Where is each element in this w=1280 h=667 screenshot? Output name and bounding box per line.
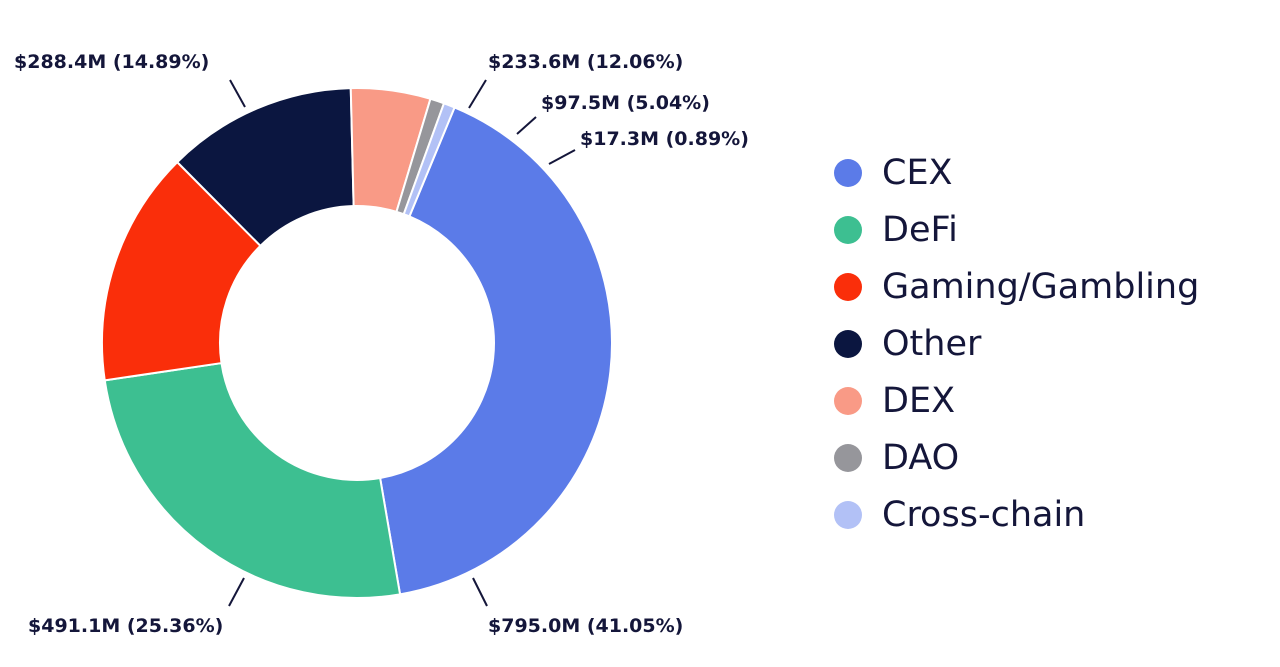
legend-label-cex: CEX <box>882 152 953 193</box>
legend-swatch-cross-chain <box>834 500 862 529</box>
data-label-dao: $17.3M (0.89%) <box>580 128 749 150</box>
legend-label-gaming-gambling: Gaming/Gambling <box>882 266 1200 307</box>
legend-item-dex: DEX <box>834 372 1199 429</box>
legend-swatch-dex <box>834 386 862 415</box>
leader-line-other <box>468 79 487 109</box>
legend-swatch-gaming-gambling <box>834 272 862 301</box>
legend-item-dao: DAO <box>834 429 1199 486</box>
chart-legend: CEX DeFi Gaming/Gambling Other DEX DAO Cross-c… <box>834 144 1199 543</box>
legend-item-cex: CEX <box>834 144 1199 201</box>
slice-cex <box>378 106 613 596</box>
leader-line-defi <box>228 577 245 607</box>
slice-labels: $795.0M (41.05%) $491.1M (25.36%) $288.4M … <box>14 51 749 637</box>
data-label-other: $233.6M (12.06%) <box>488 51 683 73</box>
legend-item-gaming-gambling: Gaming/Gambling <box>834 258 1199 315</box>
legend-swatch-other <box>834 329 862 358</box>
legend-item-other: Other <box>834 315 1199 372</box>
donut-slices <box>101 87 613 599</box>
leader-lines <box>228 79 576 607</box>
data-label-dex: $97.5M (5.04%) <box>541 92 710 114</box>
data-label-cex: $795.0M (41.05%) <box>488 615 683 637</box>
legend-item-cross-chain: Cross-chain <box>834 486 1199 543</box>
leader-line-cex <box>472 577 488 607</box>
slice-cross-chain <box>402 102 456 218</box>
data-label-gaming-gambling: $288.4M (14.89%) <box>14 51 209 73</box>
legend-label-defi: DeFi <box>882 209 958 250</box>
leader-line-gaming-gambling <box>229 79 246 108</box>
legend-swatch-defi <box>834 215 862 244</box>
data-label-defi: $491.1M (25.36%) <box>28 615 223 637</box>
legend-label-dao: DAO <box>882 437 960 478</box>
leader-line-dex <box>516 116 537 135</box>
legend-swatch-cex <box>834 158 862 187</box>
leader-line-dao <box>548 149 576 165</box>
slice-defi <box>103 361 402 599</box>
legend-item-defi: DeFi <box>834 201 1199 258</box>
legend-label-dex: DEX <box>882 380 956 421</box>
legend-label-other: Other <box>882 323 982 364</box>
legend-label-cross-chain: Cross-chain <box>882 494 1086 535</box>
legend-swatch-dao <box>834 443 862 472</box>
